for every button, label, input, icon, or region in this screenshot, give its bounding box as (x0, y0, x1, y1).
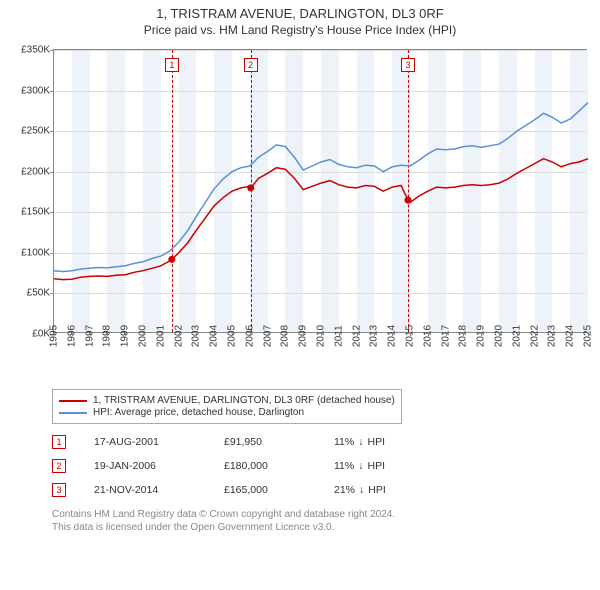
sale-event-date: 19-JAN-2006 (94, 460, 224, 472)
y-axis-label: £100K (21, 247, 50, 258)
legend-label: 1, TRISTRAM AVENUE, DARLINGTON, DL3 0RF … (93, 395, 395, 406)
y-axis-label: £250K (21, 126, 50, 137)
sale-event-delta: 11% ↓ HPI (334, 436, 385, 448)
sale-event-date: 21-NOV-2014 (94, 484, 224, 496)
chart-svg (54, 50, 586, 332)
down-arrow-icon: ↓ (358, 460, 363, 472)
legend-label: HPI: Average price, detached house, Darl… (93, 407, 304, 418)
sale-event-date: 17-AUG-2001 (94, 436, 224, 448)
down-arrow-icon: ↓ (359, 484, 364, 496)
sale-point-dot (247, 184, 254, 191)
legend-item: 1, TRISTRAM AVENUE, DARLINGTON, DL3 0RF … (59, 395, 395, 406)
y-axis-label: £50K (27, 288, 50, 299)
sale-point-dot (168, 256, 175, 263)
chart-title: 1, TRISTRAM AVENUE, DARLINGTON, DL3 0RF (0, 6, 600, 21)
y-axis-label: £300K (21, 85, 50, 96)
sale-event-price: £165,000 (224, 484, 334, 496)
sale-event-delta: 21% ↓ HPI (334, 484, 386, 496)
chart-container: £0K£50K£100K£150K£200K£250K£300K£350K199… (5, 43, 595, 383)
sale-event-row: 3 21-NOV-2014£165,00021% ↓ HPI (52, 478, 588, 502)
footer-attribution: Contains HM Land Registry data © Crown c… (52, 508, 588, 534)
series-line-property (54, 159, 588, 280)
footer-line-2: This data is licensed under the Open Gov… (52, 521, 588, 534)
y-axis-label: £0K (32, 329, 50, 340)
sale-point-dot (405, 197, 412, 204)
down-arrow-icon: ↓ (358, 436, 363, 448)
legend: 1, TRISTRAM AVENUE, DARLINGTON, DL3 0RF … (52, 389, 402, 424)
sale-event-price: £180,000 (224, 460, 334, 472)
chart-title-block: 1, TRISTRAM AVENUE, DARLINGTON, DL3 0RF … (0, 0, 600, 39)
sale-event-marker: 2 (52, 459, 66, 473)
sale-event-row: 2 19-JAN-2006£180,00011% ↓ HPI (52, 454, 588, 478)
footer-line-1: Contains HM Land Registry data © Crown c… (52, 508, 588, 521)
sale-event-row: 1 17-AUG-2001£91,95011% ↓ HPI (52, 430, 588, 454)
sale-event-marker: 3 (52, 483, 66, 497)
legend-item: HPI: Average price, detached house, Darl… (59, 407, 395, 418)
plot-area: £0K£50K£100K£150K£200K£250K£300K£350K199… (53, 49, 587, 333)
sale-event-delta: 11% ↓ HPI (334, 460, 385, 472)
sale-event-price: £91,950 (224, 436, 334, 448)
sale-events-table: 1 17-AUG-2001£91,95011% ↓ HPI 2 19-JAN-2006… (52, 430, 588, 502)
legend-swatch (59, 412, 87, 414)
sale-event-marker: 1 (52, 435, 66, 449)
y-axis-label: £150K (21, 207, 50, 218)
y-axis-label: £350K (21, 45, 50, 56)
series-line-hpi (54, 103, 588, 272)
y-axis-label: £200K (21, 166, 50, 177)
chart-subtitle: Price paid vs. HM Land Registry's House … (0, 23, 600, 37)
legend-swatch (59, 400, 87, 402)
